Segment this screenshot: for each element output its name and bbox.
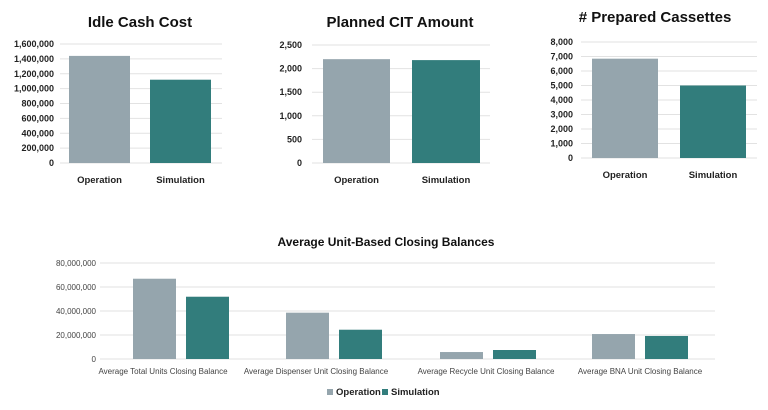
bar-operation — [133, 278, 176, 359]
chart-title: Average Unit-Based Closing Balances — [278, 235, 495, 249]
chart-title: # Prepared Cassettes — [579, 9, 732, 26]
y-tick-label: 7,000 — [550, 52, 573, 62]
x-category-label: Operation — [334, 175, 379, 186]
bar-operation — [592, 334, 635, 359]
y-tick-label: 400,000 — [21, 128, 54, 138]
bar-operation — [592, 58, 658, 158]
y-tick-label: 1,600,000 — [14, 39, 54, 49]
chart-title: Planned CIT Amount — [327, 14, 474, 31]
y-tick-label: 20,000,000 — [56, 331, 97, 340]
bar-operation — [69, 55, 130, 163]
bar-simulation — [186, 296, 229, 359]
y-tick-label: 0 — [49, 158, 54, 168]
y-tick-label: 0 — [297, 158, 302, 168]
y-tick-label: 0 — [568, 153, 573, 163]
x-category-label: Average Recycle Unit Closing Balance — [418, 367, 555, 376]
y-tick-label: 4,000 — [550, 95, 573, 105]
bar-operation — [323, 59, 390, 163]
y-tick-label: 600,000 — [21, 113, 54, 123]
legend: Operation Simulation — [327, 387, 440, 398]
bar-operation — [286, 312, 329, 359]
x-category-label: Operation — [603, 170, 648, 181]
y-tick-label: 800,000 — [21, 99, 54, 109]
chart-3: Average Unit-Based Closing Balances 0 20,0… — [56, 235, 715, 398]
bar-operation — [440, 352, 483, 359]
chart-2: # Prepared Cassettes 0 1,000 2,000 3,000 4,00… — [550, 9, 757, 181]
chart-0: Idle Cash Cost 0 200,000 400,000 600,000 800,… — [14, 14, 222, 186]
x-category-label: Average Dispenser Unit Closing Balance — [244, 367, 389, 376]
y-tick-label: 1,000 — [550, 139, 573, 149]
y-tick-label: 2,500 — [279, 40, 302, 50]
legend-label-operation: Operation — [336, 387, 381, 398]
legend-swatch-simulation — [382, 389, 388, 395]
y-tick-label: 60,000,000 — [56, 283, 97, 292]
bar-simulation — [493, 350, 536, 359]
y-tick-label: 3,000 — [550, 110, 573, 120]
x-category-label: Simulation — [156, 175, 205, 186]
y-tick-label: 2,000 — [550, 124, 573, 134]
y-tick-label: 80,000,000 — [56, 259, 97, 268]
legend-label-simulation: Simulation — [391, 387, 440, 398]
y-tick-label: 5,000 — [550, 81, 573, 91]
bar-simulation — [339, 329, 382, 359]
y-tick-label: 6,000 — [550, 66, 573, 76]
x-category-label: Simulation — [689, 170, 738, 181]
bar-simulation — [680, 85, 746, 158]
y-tick-label: 0 — [92, 355, 97, 364]
bar-simulation — [150, 79, 211, 163]
y-tick-label: 200,000 — [21, 143, 54, 153]
y-tick-label: 1,000 — [279, 111, 302, 121]
bar-simulation — [412, 60, 480, 163]
y-tick-label: 1,500 — [279, 87, 302, 97]
y-tick-label: 500 — [287, 134, 302, 144]
y-tick-label: 1,400,000 — [14, 54, 54, 64]
chart-title: Idle Cash Cost — [88, 14, 192, 31]
y-tick-label: 1,000,000 — [14, 84, 54, 94]
x-category-label: Average BNA Unit Closing Balance — [578, 367, 703, 376]
y-tick-label: 40,000,000 — [56, 307, 97, 316]
y-tick-label: 8,000 — [550, 37, 573, 47]
chart-1: Planned CIT Amount 0 500 1,000 1,500 2,000 2,5… — [279, 14, 490, 186]
y-tick-label: 2,000 — [279, 64, 302, 74]
y-tick-label: 1,200,000 — [14, 69, 54, 79]
bar-simulation — [645, 335, 688, 359]
x-category-label: Operation — [77, 175, 122, 186]
legend-swatch-operation — [327, 389, 333, 395]
x-category-label: Simulation — [422, 175, 471, 186]
x-category-label: Average Total Units Closing Balance — [98, 367, 228, 376]
